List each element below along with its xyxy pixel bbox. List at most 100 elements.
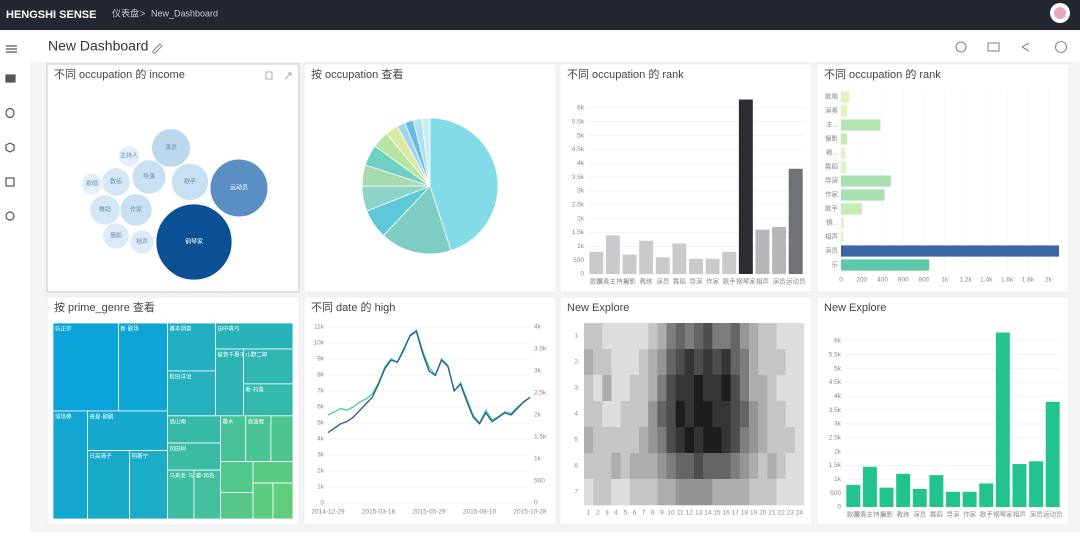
- y-tick-label: 3k: [834, 421, 842, 428]
- screenshot-icon[interactable]: [987, 42, 1000, 52]
- heat-cell: [675, 401, 686, 428]
- heat-cell: [703, 479, 713, 506]
- heat-cell: [730, 375, 741, 402]
- x-tick-label: 200: [856, 277, 867, 284]
- heat-cell: [703, 453, 713, 480]
- treemap-label: 新·村桑: [246, 385, 265, 393]
- expand-icon[interactable]: [284, 72, 292, 80]
- x-tick-label: 19: [750, 510, 758, 517]
- treemap-cell: [87, 450, 131, 520]
- y-tick-label: 5k: [317, 420, 325, 427]
- x-tick-label: 歌唱: [847, 510, 860, 519]
- treemap-cell: [52, 322, 119, 412]
- y-tick-label: 500: [534, 478, 545, 485]
- heat-cell: [629, 479, 640, 506]
- bar: [841, 189, 885, 201]
- heat-cell: [712, 453, 722, 480]
- y-tick-label: 0: [534, 500, 538, 507]
- heat-cell: [758, 401, 768, 428]
- bar: [1029, 461, 1044, 507]
- bubble-label: 导演: [143, 173, 155, 181]
- bar: [772, 226, 787, 274]
- heat-cell: [721, 427, 731, 454]
- heat-cell: [785, 401, 796, 428]
- bubble-label: 舞蹈: [99, 206, 111, 214]
- bar: [841, 147, 846, 159]
- heat-cell: [602, 479, 612, 506]
- treemap-cell: [270, 415, 294, 462]
- x-tick-label: 演员: [913, 510, 927, 519]
- menu-icon[interactable]: [6, 45, 17, 53]
- bubble: [80, 172, 104, 196]
- app-icon[interactable]: [5, 177, 15, 187]
- heat-cell: [712, 479, 722, 506]
- heat-cell: [694, 375, 704, 402]
- line-series: [327, 329, 531, 425]
- heat-cell: [758, 323, 768, 350]
- share-icon[interactable]: [1021, 42, 1030, 52]
- y-tick-label: 5.5k: [829, 351, 842, 358]
- y-tick-label: 10k: [314, 340, 325, 347]
- x-tick-label: 歌手: [723, 277, 737, 286]
- heat-cell: [749, 401, 759, 428]
- heat-cell: [584, 375, 594, 402]
- treemap-cell: [252, 482, 274, 520]
- x-tick-label: 400: [877, 277, 888, 284]
- treemap-label: 藤木: [222, 417, 234, 425]
- bubble-label: 歌手: [184, 178, 196, 186]
- heat-cell: [758, 349, 768, 376]
- bubble: [170, 162, 210, 202]
- heat-cell: [694, 453, 704, 480]
- heat-cell: [602, 453, 612, 480]
- more-icon[interactable]: [1054, 40, 1068, 54]
- heat-cell: [794, 453, 805, 480]
- title-bar: [30, 30, 1080, 62]
- breadcrumb-link[interactable]: 仪表盘: [112, 7, 139, 18]
- x-tick-label: 演员: [1030, 510, 1044, 519]
- settings-icon[interactable]: [5, 211, 15, 221]
- y-tick-label: 4k: [577, 160, 585, 167]
- x-tick-label: 相声: [1013, 510, 1027, 519]
- treemap-label: 阿斯宁: [132, 452, 149, 460]
- treemap-cell: [167, 469, 195, 520]
- panel-title: 按 prime_genre 查看: [54, 300, 155, 314]
- delete-icon[interactable]: [265, 71, 273, 80]
- bar: [755, 229, 770, 274]
- sidebar: [0, 30, 30, 532]
- x-tick-label: 13: [695, 510, 703, 517]
- heat-cell: [684, 427, 695, 454]
- bubble-label: 摄影: [110, 232, 122, 240]
- data-icon[interactable]: [5, 107, 15, 119]
- heat-cell: [749, 427, 759, 454]
- y-tick-label: 3k: [577, 188, 585, 195]
- heat-cell: [657, 375, 667, 402]
- x-tick-label: 9: [660, 510, 664, 517]
- heat-cell: [602, 323, 612, 350]
- heat-cell: [794, 427, 805, 454]
- model-icon[interactable]: [5, 142, 15, 153]
- heat-cell: [584, 427, 594, 454]
- heat-cell: [730, 453, 741, 480]
- heat-cell: [593, 427, 603, 454]
- edit-icon[interactable]: [152, 43, 163, 54]
- bar: [1045, 401, 1060, 507]
- heat-cell: [794, 323, 805, 350]
- y-tick-label: 5: [574, 437, 578, 444]
- bubble: [155, 203, 233, 281]
- panel: 不同 occupation 的 rank 0 200 400 600 800 1k 1.2k 1…: [816, 63, 1070, 293]
- dashboard-icon[interactable]: [5, 74, 16, 83]
- treemap-label: 基本调查: [169, 324, 192, 332]
- bubble: [209, 158, 269, 218]
- heat-cell: [684, 453, 695, 480]
- heat-cell: [739, 453, 750, 480]
- heat-cell: [611, 479, 621, 506]
- y-tick-label: 摄影: [825, 134, 839, 143]
- heat-cell: [694, 401, 704, 428]
- bar: [639, 240, 654, 274]
- panel-title: New Explore: [567, 302, 629, 314]
- refresh-icon[interactable]: [955, 41, 967, 53]
- bar: [979, 483, 994, 507]
- pie-slice: [421, 117, 431, 187]
- heat-cell: [749, 453, 759, 480]
- y-tick-label: 乐: [832, 260, 839, 269]
